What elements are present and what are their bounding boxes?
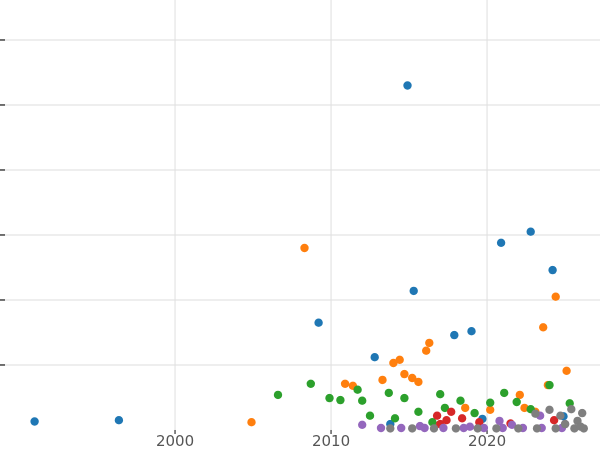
scatter-point-blue	[403, 81, 412, 90]
scatter-point-orange	[340, 379, 350, 388]
scatter-point-green	[400, 393, 409, 403]
scatter-point-orange	[461, 403, 470, 413]
scatter-point-green	[500, 388, 509, 398]
scatter-point-blue	[548, 265, 557, 275]
scatter-point-purple	[358, 420, 367, 429]
x-tick-label: 2020	[468, 432, 506, 450]
scatter-point-red	[549, 416, 559, 425]
scatter-point-green	[545, 380, 554, 390]
scatter-point-blue	[370, 353, 379, 362]
scatter-point-green	[486, 398, 495, 407]
scatter-point-gray	[579, 424, 588, 433]
scatter-point-blue	[467, 327, 476, 336]
scatter-point-gray	[556, 411, 565, 420]
scatter-point-purple	[439, 423, 448, 433]
scatter-point-blue	[526, 227, 535, 236]
scatter-point-green	[456, 396, 465, 405]
scatter-point-orange	[408, 373, 417, 383]
scatter-point-gray	[492, 424, 501, 433]
scatter-point-red	[447, 407, 456, 416]
scatter-point-purple	[420, 423, 429, 433]
scatter-point-red	[432, 411, 442, 420]
scatter-point-red	[457, 414, 467, 423]
scatter-point-gray	[386, 424, 395, 433]
scatter-point-green	[414, 407, 423, 416]
scatter-point-purple	[397, 423, 406, 433]
scatter-point-red	[442, 416, 451, 425]
scatter-point-orange	[247, 418, 256, 427]
scatter-point-purple	[479, 423, 489, 433]
scatter-point-orange	[378, 375, 387, 385]
scatter-point-purple	[465, 422, 475, 431]
scatter-point-gray	[545, 405, 554, 414]
scatter-point-gray	[429, 424, 439, 433]
scatter-point-green	[470, 408, 479, 418]
scatter-point-green	[353, 385, 362, 394]
scatter-point-blue	[114, 416, 124, 425]
x-tick-label: 2010	[312, 432, 350, 450]
scatter-point-orange	[562, 366, 571, 375]
scatter-point-orange	[389, 358, 398, 368]
scatter-point-green	[384, 388, 393, 398]
x-tick-label: 2000	[156, 432, 194, 450]
scatter-point-green	[306, 379, 315, 388]
scatter-point-purple	[376, 423, 386, 433]
scatter-point-orange	[515, 390, 524, 400]
scatter-point-orange	[539, 323, 548, 332]
scatter-point-gray	[567, 405, 576, 414]
scatter-point-orange	[395, 355, 404, 364]
scatter-point-gray	[532, 424, 542, 433]
scatter-point-green	[273, 390, 283, 400]
scatter-point-gray	[570, 424, 579, 433]
scatter-point-gray	[531, 409, 540, 418]
scatter-point-gray	[451, 424, 461, 433]
scatter-point-green	[358, 396, 367, 405]
scatter-point-purple	[507, 420, 517, 429]
scatter-point-orange	[486, 405, 495, 414]
scatter-point-orange	[400, 369, 409, 379]
scatter-point-green	[436, 390, 445, 399]
scatter-point-purple	[495, 416, 504, 426]
scatter-point-blue	[409, 286, 418, 296]
scatter-point-green	[390, 414, 400, 423]
scatter-point-blue	[314, 318, 323, 327]
scatter-point-blue	[30, 417, 39, 426]
scatter-point-green	[440, 403, 450, 413]
scatter-point-gray	[578, 408, 587, 418]
scatter-point-orange	[422, 346, 431, 355]
scatter-point-gray	[514, 424, 523, 433]
scatter-point-gray	[408, 424, 417, 433]
scatter-point-blue	[450, 330, 459, 340]
scatter-point-green	[336, 395, 345, 405]
scatter-point-orange	[425, 338, 434, 348]
scatter-point-green	[512, 397, 521, 407]
scatter-point-gray	[560, 419, 570, 429]
scatter-point-green	[365, 411, 375, 420]
scatter-point-orange	[300, 243, 309, 253]
scatter-point-gray	[551, 424, 560, 433]
scatter-point-orange	[551, 292, 560, 301]
scatter-point-purple	[498, 423, 507, 433]
scatter-point-orange	[414, 377, 423, 387]
scatter-point-green	[325, 393, 334, 403]
scatter-point-blue	[496, 238, 506, 247]
scatter-point-gray	[473, 424, 482, 433]
